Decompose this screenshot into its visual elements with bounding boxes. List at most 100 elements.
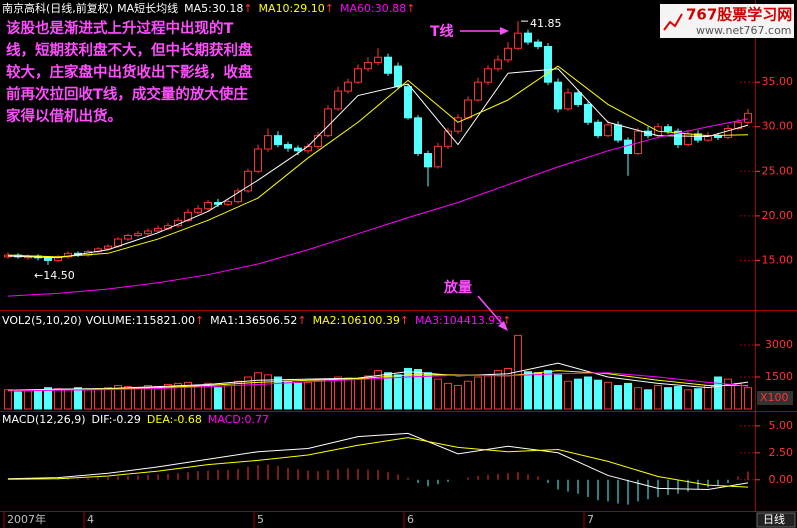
- volume-bar: [14, 391, 22, 410]
- arrowhead: [500, 27, 509, 35]
- volume-bar: [574, 378, 582, 410]
- volume-bar: [94, 388, 102, 410]
- volume-bar: [534, 372, 542, 410]
- y-tick-label: 20.00: [762, 209, 794, 222]
- panel-title: MACD(12,26,9): [2, 413, 86, 426]
- y-tick-label: 0.00: [769, 473, 794, 486]
- annotation-text: 较大，庄家盘中出货收出下影线，收盘: [6, 63, 253, 81]
- volume-bar: [744, 387, 752, 410]
- annotation-text: 线，短期获利盘不大，但中长期获利盘: [6, 41, 253, 59]
- candle-body: [554, 81, 562, 110]
- volume-bar: [554, 374, 562, 410]
- volume-bar: [704, 385, 712, 410]
- up-arrow: ↑: [297, 314, 306, 327]
- legend-entry: MACD:0.77: [208, 413, 269, 426]
- volume-bar: [154, 386, 162, 410]
- volume-bar: [144, 385, 152, 410]
- volume-bar: [444, 382, 452, 410]
- volume-bar: [114, 385, 122, 410]
- period-label: 日线: [763, 512, 785, 526]
- candle-body: [504, 47, 512, 61]
- y-tick-label: 1500: [765, 370, 793, 383]
- annotation-text: 前再次拉回收T线，成交量的放大使庄: [6, 85, 248, 103]
- x-tick-label: 7: [587, 513, 594, 526]
- volume-bar: [464, 380, 472, 410]
- volume-bar: [424, 372, 432, 410]
- up-arrow: ↑: [325, 2, 334, 15]
- candle-body: [564, 92, 572, 110]
- low-label: ←14.50: [34, 269, 75, 282]
- panel-header: 南京高科(日线,前复权) MA短长均线 MA5:30.18↑ MA10:29.10↑ M…: [2, 1, 415, 15]
- candle-body: [514, 32, 522, 49]
- candle-body: [424, 152, 432, 168]
- watermark-box: [660, 4, 794, 38]
- panel-subtitle: VOLUME:115821.00: [86, 314, 195, 327]
- y-tick-label: 25.00: [762, 164, 794, 177]
- ma-line: [7, 432, 749, 490]
- candle-body: [384, 56, 392, 74]
- volume-bar: [254, 372, 262, 410]
- watermark-icon: [663, 13, 683, 31]
- candle-body: [294, 147, 302, 152]
- candle-body: [494, 59, 502, 70]
- volume-bar: [204, 382, 212, 410]
- y-tick-label: 2.50: [769, 446, 794, 459]
- candle-body: [474, 81, 482, 101]
- annotation-text: 该股也是渐进式上升过程中出现的T: [6, 19, 233, 37]
- volume-bar: [134, 387, 142, 410]
- y-tick-label: 35.00: [762, 75, 794, 88]
- candle-body: [394, 65, 402, 88]
- volume-bar: [194, 385, 202, 410]
- legend-entry: MA3:104413.93: [415, 314, 502, 327]
- panel-header: MACD(12,26,9) DIF:-0.29 DEA:-0.68 MACD:0.77: [2, 413, 269, 426]
- candle-body: [334, 90, 342, 110]
- legend-entry: MA5:30.18: [184, 2, 243, 15]
- x-tick-label: 4: [87, 513, 94, 526]
- volume-bar: [524, 371, 532, 410]
- volume-bar: [624, 382, 632, 410]
- volume-bar: [224, 385, 232, 410]
- unit-box: [757, 391, 793, 405]
- volume-bar: [734, 382, 742, 410]
- candle-body: [144, 230, 152, 235]
- volume-bar: [404, 367, 412, 410]
- candle-body: [534, 41, 542, 48]
- candle-body: [734, 121, 742, 130]
- legend-entry: MA1:136506.52: [210, 314, 297, 327]
- annotation-text: 家得以借机出货。: [6, 107, 122, 125]
- volume-bar: [294, 382, 302, 410]
- candle-body: [244, 170, 252, 192]
- volume-bar: [504, 367, 512, 410]
- candle-body: [224, 201, 232, 205]
- volume-bar: [714, 376, 722, 410]
- x-tick-label: 2007年: [7, 512, 46, 526]
- unit-label: X100: [760, 391, 789, 404]
- volume-bar: [654, 385, 662, 410]
- candle-body: [574, 92, 582, 105]
- candle-body: [684, 133, 692, 146]
- candle-body: [254, 148, 262, 172]
- ma-line: [7, 118, 749, 297]
- ma-line: [7, 68, 749, 259]
- volume-bar: [244, 376, 252, 410]
- volume-bar: [124, 386, 132, 410]
- candle-body: [694, 133, 702, 141]
- candle-body: [404, 86, 412, 119]
- panel-title: VOL2(5,10,20): [2, 314, 82, 327]
- volume-bar: [274, 376, 282, 410]
- volume-bar: [164, 383, 172, 410]
- arrowhead: [498, 321, 508, 331]
- candle-body: [744, 112, 752, 123]
- volume-bar: [344, 377, 352, 410]
- volume-bar: [474, 376, 482, 410]
- candle-body: [604, 124, 612, 137]
- volume-bar: [324, 378, 332, 410]
- volume-bar: [484, 375, 492, 410]
- volume-bar: [384, 372, 392, 410]
- candle-body: [414, 117, 422, 154]
- watermark-url: www.net767.com: [696, 24, 792, 37]
- candle-body: [624, 139, 632, 154]
- volume-bar: [314, 380, 322, 410]
- candle-body: [484, 68, 492, 83]
- candle-body: [364, 62, 372, 70]
